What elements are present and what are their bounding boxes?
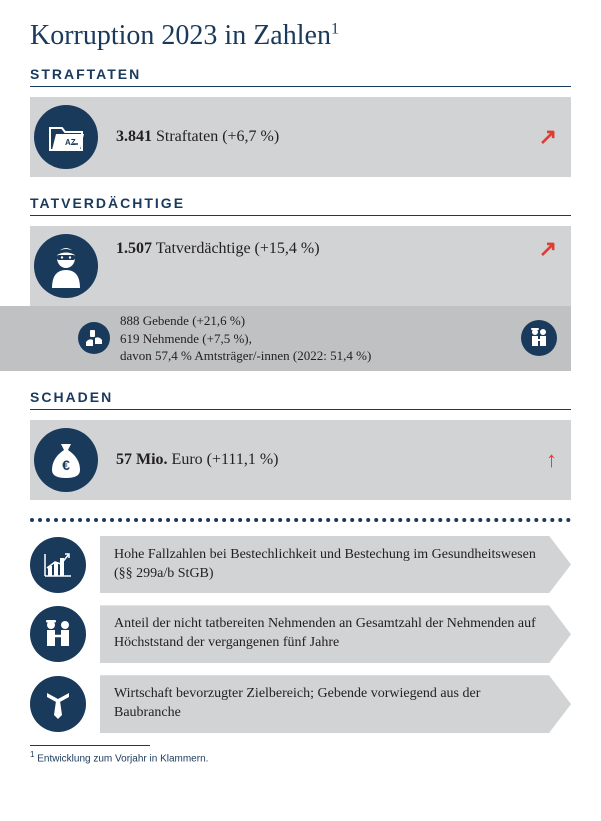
arrow-up-right-icon: ↗ [539,124,557,150]
suspects-sub-block: 888 Gebende (+21,6 %) 619 Nehmende (+7,5… [0,306,571,371]
title-sup: 1 [331,21,339,38]
arrow-up-icon: ↑ [546,447,557,473]
hands-exchange-icon [78,322,110,354]
crimes-row: AZ 3.841 Straftaten (+6,7 %) ↗ [30,97,571,177]
crimes-value: 3.841 [116,128,152,145]
suspects-value: 1.507 [116,240,152,257]
title-text: Korruption 2023 in Zahlen [30,20,331,51]
svg-text:AZ: AZ [65,138,76,147]
crimes-text: 3.841 Straftaten (+6,7 %) [116,128,529,146]
handshake-people-icon [30,606,86,662]
footnote-text: Entwicklung zum Vorjahr in Klammern. [34,753,208,764]
svg-text:€: € [62,457,70,473]
chart-up-icon [30,537,86,593]
arrow-up-right-icon: ↗ [539,236,557,262]
crimes-rest: Straftaten (+6,7 %) [152,128,279,145]
note-text-3: Wirtschaft bevorzugter Zielbereich; Gebe… [100,675,571,733]
damage-row: € 57 Mio. Euro (+111,1 %) ↑ [30,420,571,500]
footnote: 1 Entwicklung zum Vorjahr in Klammern. [30,750,571,764]
divider [30,215,571,216]
divider [30,86,571,87]
officials-icon [521,320,557,356]
damage-text: 57 Mio. Euro (+111,1 %) [116,451,536,469]
footnote-divider [30,745,150,746]
sub-line3: davon 57,4 % Amtsträger/-innen (2022: 51… [120,348,371,363]
damage-rest: Euro (+111,1 %) [168,451,279,468]
page-title: Korruption 2023 in Zahlen1 [30,20,571,52]
sub-line1: 888 Gebende (+21,6 %) [120,313,245,328]
note-text-2: Anteil der nicht tatbereiten Nehmenden a… [100,605,571,663]
divider [30,409,571,410]
suspects-sub-text: 888 Gebende (+21,6 %) 619 Nehmende (+7,5… [120,312,513,365]
suspects-rest: Tatverdächtige (+15,4 %) [152,240,320,257]
sub-line2: 619 Nehmende (+7,5 %), [120,331,252,346]
thief-icon [34,234,98,298]
section-label-crimes: STRAFTATEN [30,66,571,82]
damage-value: 57 Mio. [116,451,168,468]
section-label-suspects: TATVERDÄCHTIGE [30,195,571,211]
suspects-row: 1.507 Tatverdächtige (+15,4 %) ↗ 888 Geb… [30,226,571,371]
dotted-divider [30,518,571,522]
note-row-1: Hohe Fallzahlen bei Bestechlichkeit und … [30,536,571,594]
folder-icon: AZ [34,105,98,169]
note-row-3: Wirtschaft bevorzugter Zielbereich; Gebe… [30,675,571,733]
tie-business-icon [30,676,86,732]
section-label-damage: SCHADEN [30,389,571,405]
note-text-1: Hohe Fallzahlen bei Bestechlichkeit und … [100,536,571,594]
money-bag-icon: € [34,428,98,492]
suspects-text: 1.507 Tatverdächtige (+15,4 %) [116,240,529,258]
note-row-2: Anteil der nicht tatbereiten Nehmenden a… [30,605,571,663]
